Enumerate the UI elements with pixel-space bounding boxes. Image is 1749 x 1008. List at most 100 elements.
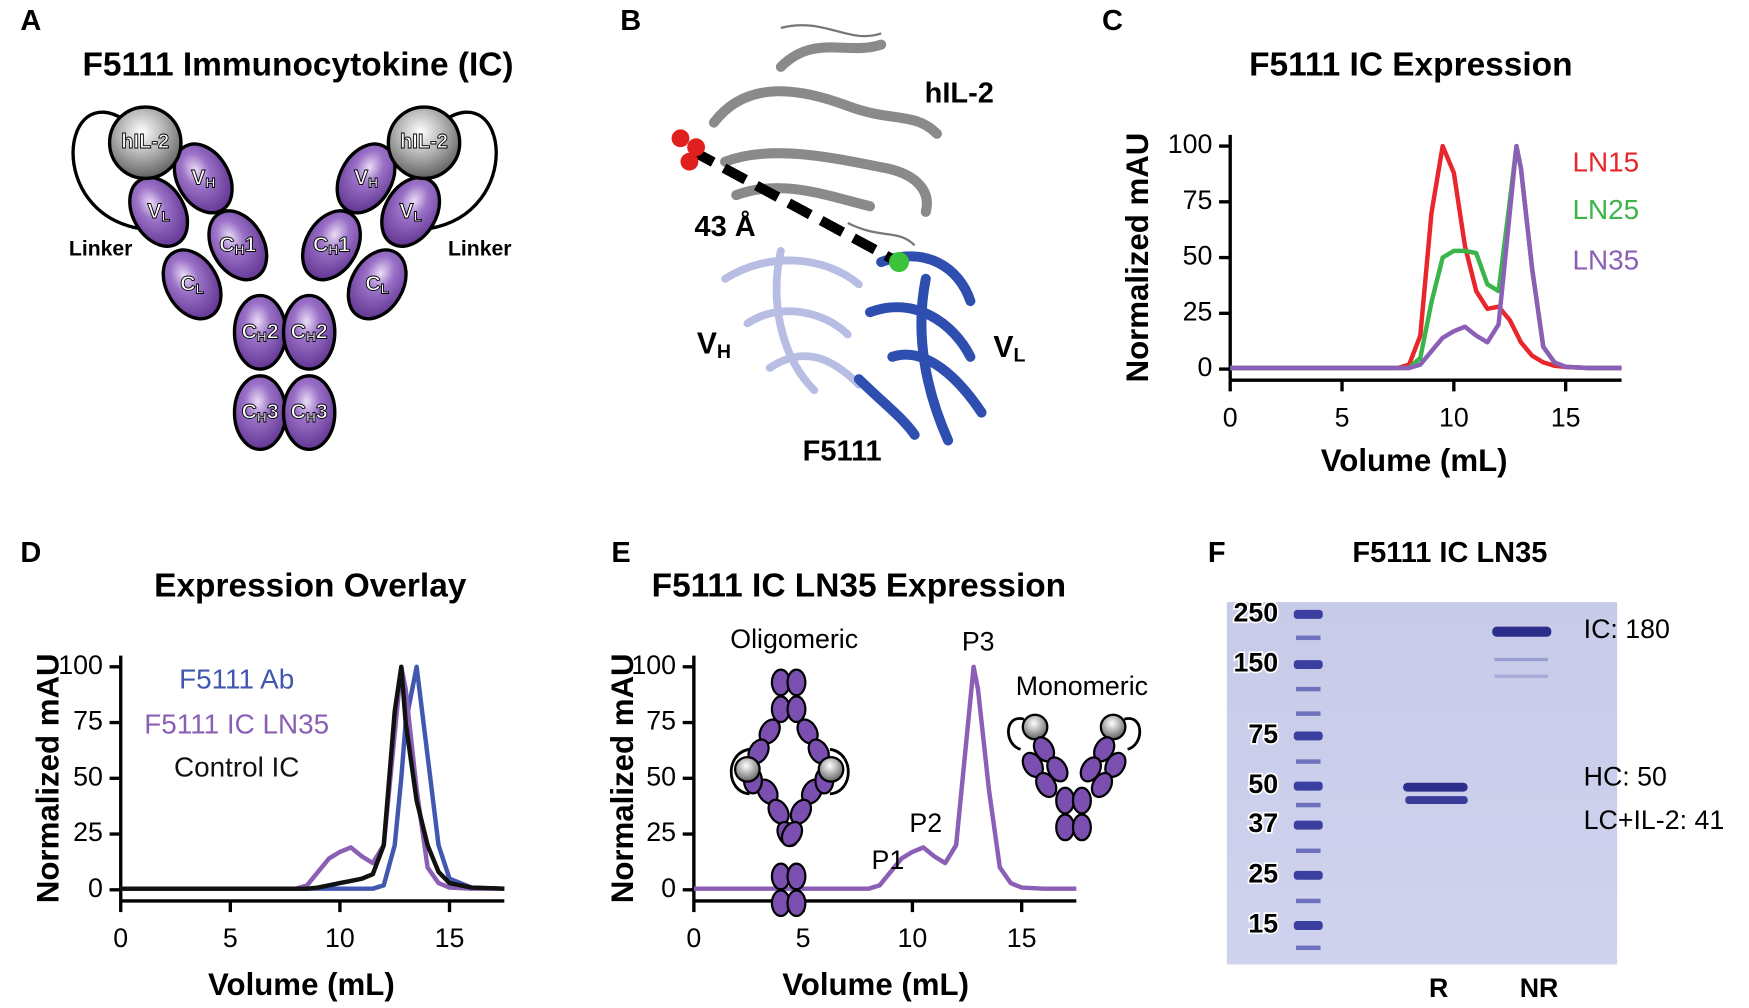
label-sub: L xyxy=(196,281,204,296)
domain xyxy=(300,209,362,282)
y-tick-label: 0 xyxy=(661,873,676,903)
legend-entry: F5111 IC LN35 xyxy=(144,708,329,739)
y-tick-label: 0 xyxy=(88,873,103,903)
domain xyxy=(380,175,442,248)
domain-label: CH3 xyxy=(291,400,328,424)
mini-domain xyxy=(1071,813,1092,842)
mini-domain xyxy=(786,668,807,697)
label-main: C xyxy=(219,233,234,256)
domain-label: CH2 xyxy=(291,320,328,344)
antibody-label: F5111 xyxy=(803,435,882,467)
lane-label: R xyxy=(1429,973,1448,1003)
chart-title: F5111 IC LN35 Expression xyxy=(652,567,1066,604)
label-sub: H xyxy=(328,242,338,257)
ladder-band xyxy=(1293,660,1323,670)
legend-entry: LN35 xyxy=(1573,244,1640,275)
lane-label: NR xyxy=(1520,973,1559,1003)
mini-domain xyxy=(1055,786,1076,815)
label-suffix: 1 xyxy=(338,233,350,256)
x-axis-label: Volume (mL) xyxy=(208,967,395,1002)
annotation: Monomeric xyxy=(1016,671,1148,701)
y-tick-label: 100 xyxy=(631,650,676,680)
mini-domain xyxy=(1090,771,1114,799)
y-tick-label: 25 xyxy=(646,817,676,847)
gel xyxy=(1226,602,1618,965)
x-tick-label: 10 xyxy=(1439,402,1469,432)
x-tick-label: 15 xyxy=(1007,923,1037,953)
ladder-band xyxy=(1295,945,1321,951)
domain-label: CH2 xyxy=(242,320,279,344)
x-tick-label: 5 xyxy=(223,923,238,953)
x-tick-label: 0 xyxy=(113,923,128,953)
data-line xyxy=(120,664,505,891)
cytokine-label: hIL-2 xyxy=(400,131,448,153)
label-main: C xyxy=(365,272,380,295)
panel-letter: E xyxy=(611,537,630,569)
label-main: V xyxy=(191,166,205,189)
domain-label: VL xyxy=(399,199,422,223)
domain xyxy=(281,374,337,452)
y-tick-label: 100 xyxy=(1168,129,1213,159)
label-sub: H xyxy=(717,341,731,363)
x-tick-label: 0 xyxy=(1223,402,1238,432)
y-tick-label: 25 xyxy=(1183,296,1213,326)
band-label: HC: 50 xyxy=(1584,761,1667,791)
legend-entry: F5111 Ab xyxy=(179,664,294,695)
label-main: V xyxy=(354,166,368,189)
label-main: C xyxy=(242,320,257,343)
linker xyxy=(71,110,140,231)
y-tick-label: 75 xyxy=(73,706,103,736)
marker-label: 25 xyxy=(1248,858,1278,888)
panel-letter: F xyxy=(1208,537,1226,569)
linker-label: Linker xyxy=(69,237,133,260)
domain-label: CL xyxy=(365,272,389,296)
label-main: V xyxy=(697,328,717,361)
y-tick-label: 50 xyxy=(646,761,676,791)
domain-label: CH3 xyxy=(242,400,279,424)
distance-label: 43 Å xyxy=(694,210,755,243)
panel-letter: C xyxy=(1102,5,1123,37)
label-main: V xyxy=(147,199,161,222)
band-label: IC: 180 xyxy=(1584,614,1670,644)
mini-domain xyxy=(786,695,807,724)
label-main: V xyxy=(993,331,1013,364)
label-main: V xyxy=(399,199,413,222)
x-tick-label: 5 xyxy=(1335,402,1350,432)
label-sub: H xyxy=(368,175,378,190)
y-tick-label: 75 xyxy=(646,706,676,736)
mini-domain xyxy=(786,862,807,891)
cytokine xyxy=(386,105,462,181)
ladder-band xyxy=(1293,820,1323,830)
ladder-band xyxy=(1293,870,1323,880)
x-tick-label: 10 xyxy=(898,923,928,953)
label-sub: H xyxy=(306,329,316,344)
ladder-band xyxy=(1295,759,1321,764)
label-suffix: 2 xyxy=(267,320,279,343)
label-sub: H xyxy=(205,175,215,190)
legend-entry: Control IC xyxy=(174,752,299,783)
protein-structure xyxy=(671,24,987,446)
ladder-band xyxy=(1293,731,1323,741)
y-tick-label: 50 xyxy=(1183,241,1213,271)
x-tick-label: 0 xyxy=(686,923,701,953)
y-tick-label: 75 xyxy=(1183,185,1213,215)
marker-label: 37 xyxy=(1248,808,1278,838)
ladder-band xyxy=(1295,711,1321,716)
domain-label: CL xyxy=(180,272,204,296)
cytokine-label: hIL-2 xyxy=(121,131,169,153)
y-axis-label: Normalized mAU xyxy=(605,653,640,903)
mini-cytokine xyxy=(1099,713,1127,741)
x-tick-label: 15 xyxy=(1551,402,1581,432)
ladder-band xyxy=(1293,921,1323,930)
domain-label: VH xyxy=(191,166,215,190)
label-suffix: 1 xyxy=(245,233,257,256)
x-tick-label: 10 xyxy=(325,923,355,953)
chart-title: Expression Overlay xyxy=(154,567,467,604)
ladder-band xyxy=(1293,781,1323,791)
domain xyxy=(281,293,337,371)
marker-label: 15 xyxy=(1248,909,1278,939)
panel-letter: A xyxy=(20,5,41,37)
label-sub: H xyxy=(257,410,267,425)
domain xyxy=(172,142,234,215)
